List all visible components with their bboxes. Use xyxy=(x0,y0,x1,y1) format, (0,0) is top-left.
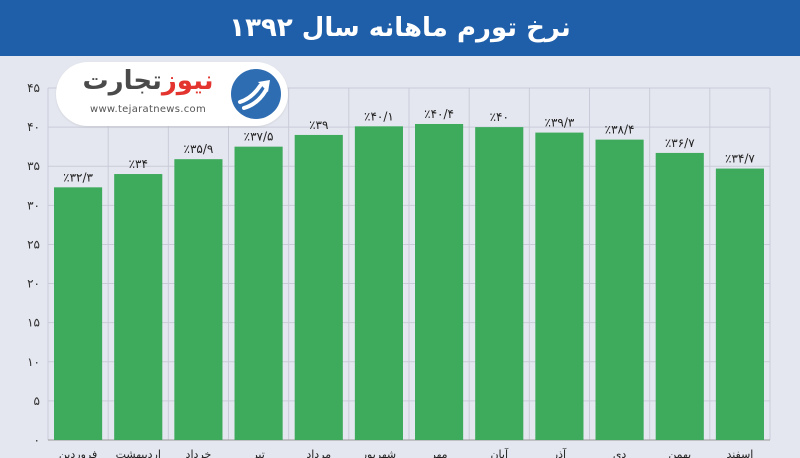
bar-value-label: ٪۴۰/۴ xyxy=(424,107,454,121)
bar xyxy=(475,127,524,440)
bar-value-label: ٪۳۴ xyxy=(129,157,148,171)
x-tick-label: خرداد xyxy=(186,448,212,458)
y-tick-label: ۴۰ xyxy=(27,120,40,134)
x-tick-label: مهر xyxy=(430,448,448,458)
bar-value-label: ٪۳۶/۷ xyxy=(665,136,695,150)
y-tick-label: ۲۵ xyxy=(27,237,40,251)
y-tick-label: ۰ xyxy=(34,433,40,447)
bar-value-label: ٪۳۸/۴ xyxy=(605,123,635,137)
x-tick-label: اسفند xyxy=(726,448,753,458)
bar xyxy=(234,146,283,440)
x-tick-label: تیر xyxy=(251,448,264,458)
y-tick-label: ۵ xyxy=(34,394,40,408)
brand-logo: نیوزتجارت www.tejaratnews.com xyxy=(56,62,288,126)
bar-value-label: ٪۴۰ xyxy=(490,110,509,124)
bar-chart: ۰ ۵ ۱۰ ۱۵ ۲۰ ۲۵ ۳۰ ۳۵ ۴۰ ۴۵ ٪۳۲/۳ فروردین ٪۳۴ اردیبهش… xyxy=(27,81,771,458)
bar-value-label: ٪۳۲/۳ xyxy=(63,170,93,184)
bar-value-label: ٪۳۹/۳ xyxy=(545,116,575,130)
bar-value-label: ٪۴۰/۱ xyxy=(364,109,394,123)
bar-value-label: ٪۳۴/۷ xyxy=(725,152,755,166)
bar xyxy=(294,134,343,440)
y-tick-label: ۱۰ xyxy=(27,355,40,369)
bar-value-label: ٪۳۹ xyxy=(309,118,328,132)
bar xyxy=(174,159,223,440)
bar xyxy=(114,174,163,440)
x-tick-label: آذر xyxy=(552,447,567,458)
bar-value-label: ٪۳۷/۵ xyxy=(244,130,274,144)
bar xyxy=(354,126,403,440)
x-tick-label: اردیبهشت xyxy=(116,448,161,458)
y-tick-label: ۱۵ xyxy=(27,316,40,330)
x-tick-label: دی xyxy=(613,448,627,458)
x-tick-label: مرداد xyxy=(306,448,331,458)
x-tick-label: فروردین xyxy=(59,448,97,458)
chart-header: نرخ تورم ماهانه سال ۱۳۹۲ xyxy=(0,0,800,56)
bar xyxy=(54,187,103,440)
x-tick-label: بهمن xyxy=(668,448,691,458)
bar xyxy=(655,152,704,440)
logo-name-part1: نیوز xyxy=(161,66,214,96)
logo-mark-icon xyxy=(231,69,281,119)
x-tick-label: آبان xyxy=(490,447,508,458)
y-tick-label: ۴۵ xyxy=(27,81,40,95)
chart-title: نرخ تورم ماهانه سال ۱۳۹۲ xyxy=(229,13,571,43)
x-tick-label: شهریور xyxy=(361,448,396,458)
y-tick-label: ۳۰ xyxy=(27,198,40,212)
bar-value-label: ٪۳۵/۹ xyxy=(184,142,214,156)
logo-name-part2: تجارت xyxy=(82,66,162,96)
bar xyxy=(535,132,584,440)
y-tick-label: ۲۰ xyxy=(27,277,40,291)
logo-name: نیوزتجارت xyxy=(68,66,228,96)
bar xyxy=(415,123,464,440)
logo-url: www.tejaratnews.com xyxy=(89,104,207,115)
y-tick-label: ۳۵ xyxy=(27,159,40,173)
bar xyxy=(595,139,644,441)
bar xyxy=(715,168,764,440)
